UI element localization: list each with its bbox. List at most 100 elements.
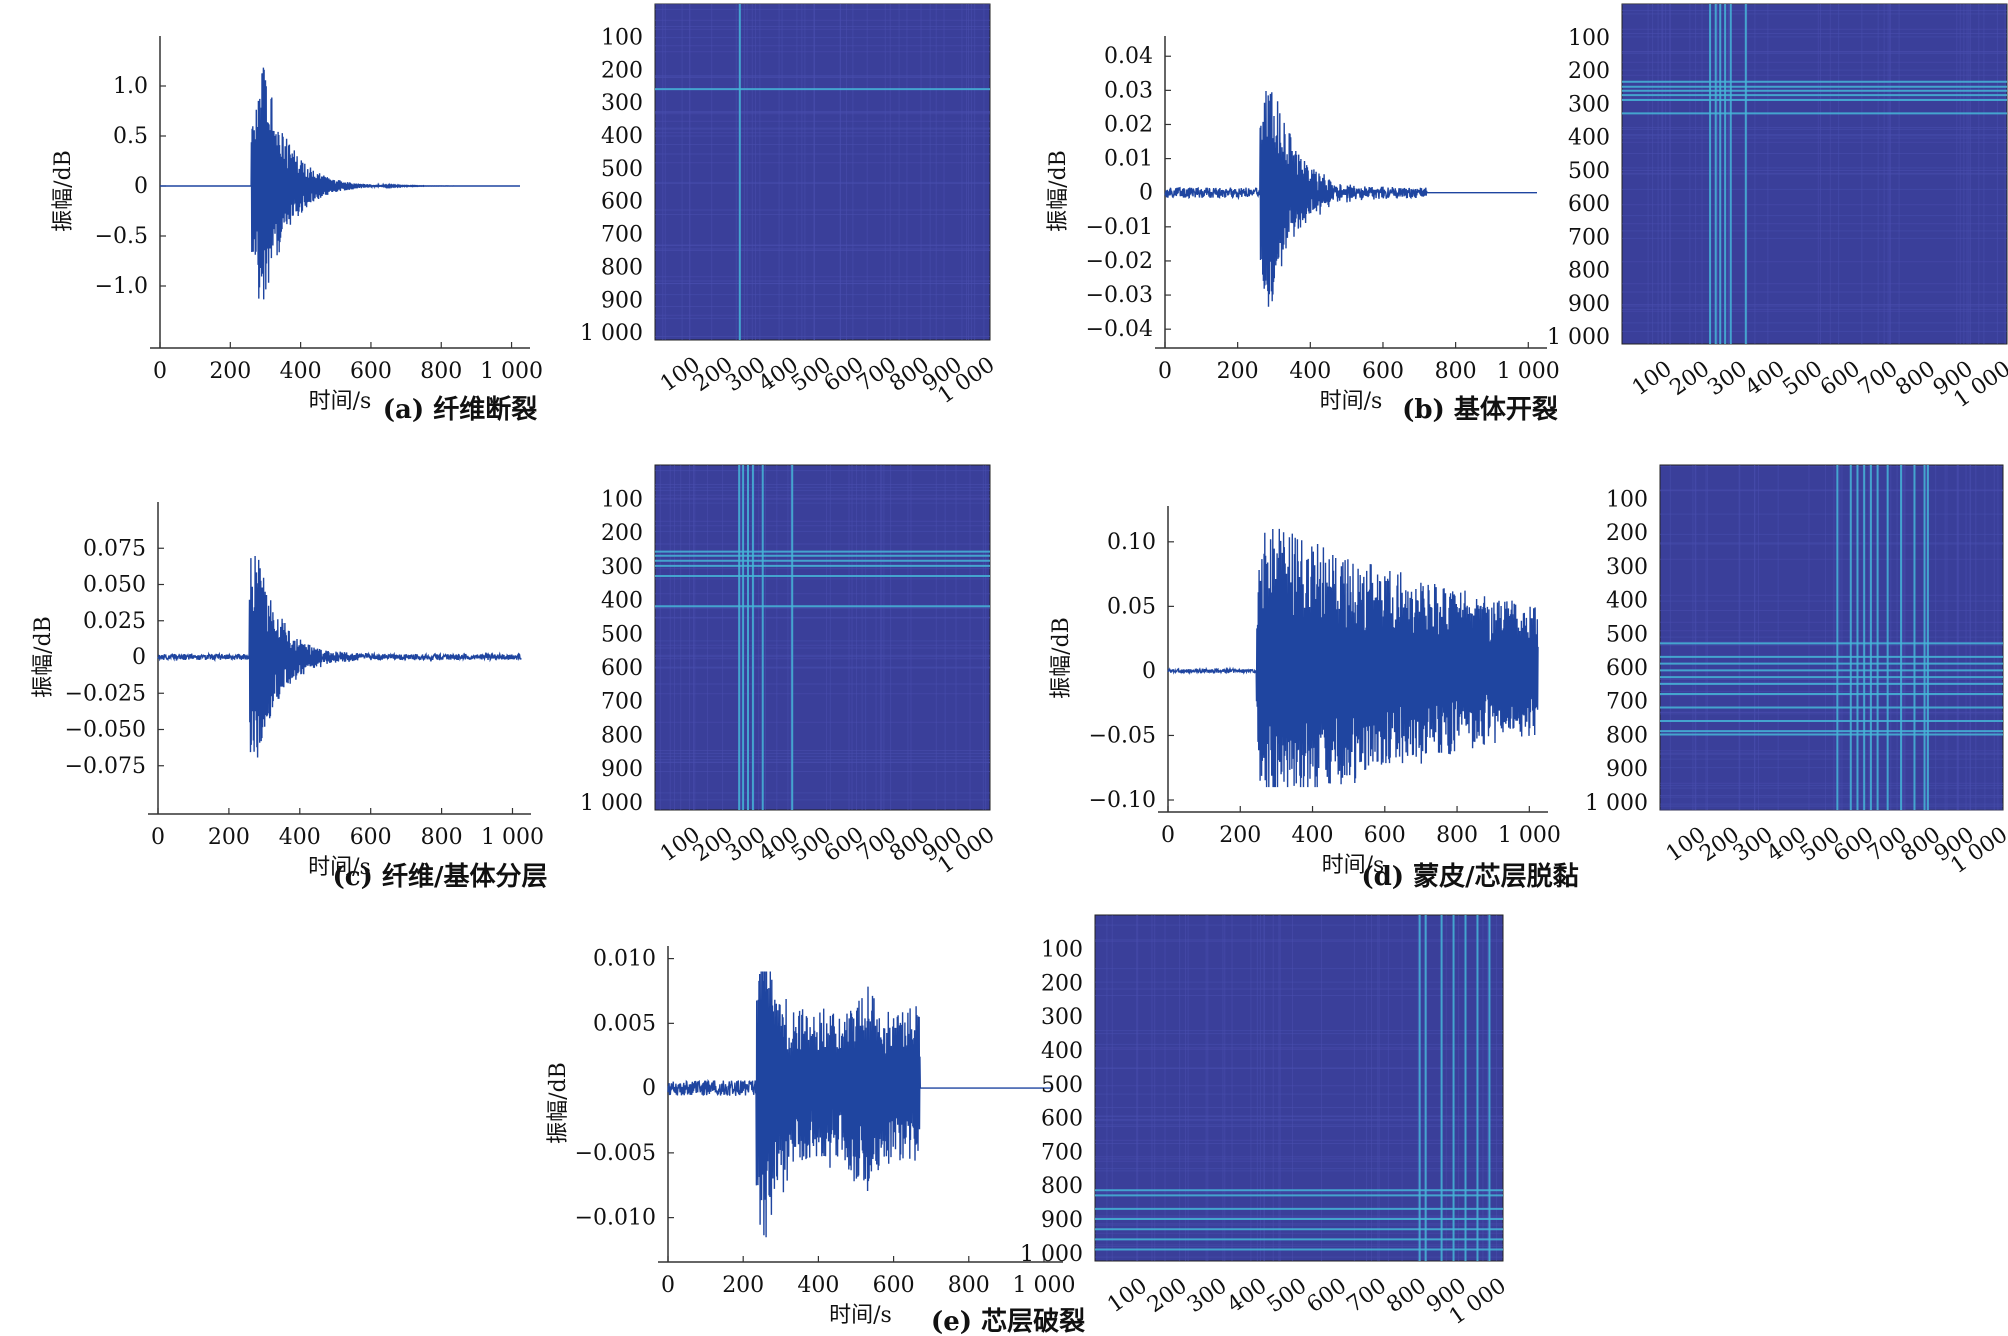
x-tick-label: 800 xyxy=(1435,359,1477,384)
y-tick-label: −0.05 xyxy=(1089,723,1156,748)
matrix-y-tick-label: 700 xyxy=(601,223,643,248)
x-tick-label: 0 xyxy=(1161,823,1175,848)
matrix-y-tick-label: 500 xyxy=(601,157,643,182)
matrix-y-tick-label: 900 xyxy=(601,288,643,313)
panel-caption: (e) 芯层破裂 xyxy=(931,1307,1085,1336)
panel-b: 0.040.030.020.010−0.01−0.02−0.03−0.040 20… xyxy=(1046,3,2008,425)
matrix-y-tick-label: 100 xyxy=(601,487,643,512)
matrix-y-tick-label: 400 xyxy=(601,124,643,149)
matrix-cell-area xyxy=(654,464,991,811)
y-tick-label: 0 xyxy=(1142,659,1156,684)
y-tick-label: −0.04 xyxy=(1086,317,1153,342)
y-tick-label: −0.075 xyxy=(65,754,146,779)
matrix-cell-area xyxy=(1094,914,1504,1262)
matrix-y-tick-label: 200 xyxy=(601,58,643,83)
y-tick-label: 0.02 xyxy=(1104,112,1153,137)
x-tick-label: 200 xyxy=(1217,359,1259,384)
y-tick-label: 0.03 xyxy=(1104,78,1153,103)
x-tick-label: 1 000 xyxy=(1498,823,1561,848)
matrix-y-tick-label: 1 000 xyxy=(1585,791,1648,816)
x-tick-label: 400 xyxy=(1289,359,1331,384)
x-tick-label: 0 xyxy=(151,825,165,850)
matrix-y-tick-label: 500 xyxy=(1606,622,1648,647)
x-tick-label: 800 xyxy=(420,359,462,384)
y-tick-label: 0 xyxy=(134,174,148,199)
matrix-y-tick-label: 500 xyxy=(1041,1073,1083,1098)
matrix-y-tick-label: 800 xyxy=(601,723,643,748)
y-tick-label: 0.05 xyxy=(1107,594,1156,619)
x-tick-label: 400 xyxy=(280,359,322,384)
panel-e: 0.010 0.005 0 −0.005 −0.010 0 200 400 600 800 1 00… xyxy=(546,914,1511,1336)
matrix-y-tick-label: 600 xyxy=(1041,1107,1083,1132)
matrix-y-tick-label: 100 xyxy=(1041,937,1083,962)
y-tick-label: −0.005 xyxy=(575,1141,656,1166)
matrix-y-tick-label: 1 000 xyxy=(1547,325,1610,350)
x-axis-label: 时间/s xyxy=(1320,389,1383,414)
panel-d: 0.100.050−0.05−0.100 200 400 600 800 1 000时间/… xyxy=(1049,464,2008,892)
waveform-line xyxy=(1167,528,1539,788)
y-tick-label: 0 xyxy=(1139,181,1153,206)
waveform-chart-a: 1.0 0.5 0 −0.5 −1.0 0 200 400 600 800 1 000 时间/s 振幅/… xyxy=(51,36,543,414)
waveform-chart-b: 0.040.030.020.010−0.01−0.02−0.03−0.040 20… xyxy=(1046,36,1560,414)
x-tick-label: 600 xyxy=(873,1273,915,1298)
y-tick-label: 0.075 xyxy=(83,536,146,561)
y-tick-label: 0.01 xyxy=(1104,147,1153,172)
matrix-y-tick-label: 200 xyxy=(1568,59,1610,84)
matrix-y-tick-label: 200 xyxy=(1606,521,1648,546)
panel-caption: (a) 纤维断裂 xyxy=(383,394,538,425)
waveform-chart-c: 0.075 0.050 0.025 0 −0.025 −0.050 −0.075 0 200 40… xyxy=(31,502,544,880)
matrix-y-tick-label: 300 xyxy=(1606,555,1648,580)
y-tick-label: 0 xyxy=(132,645,146,670)
x-tick-label: 400 xyxy=(797,1273,839,1298)
panel-caption: (d) 蒙皮/芯层脱黏 xyxy=(1361,862,1578,892)
y-axis-label: 振幅/dB xyxy=(1049,617,1074,699)
panel-c: 0.075 0.050 0.025 0 −0.025 −0.050 −0.075 0 200 40… xyxy=(31,464,1000,892)
y-tick-label: 0.10 xyxy=(1107,530,1156,555)
x-tick-label: 0 xyxy=(153,359,167,384)
matrix-y-tick-label: 300 xyxy=(601,91,643,116)
waveform-line xyxy=(157,555,522,758)
panel-caption: (b) 基体开裂 xyxy=(1402,395,1558,425)
x-axis-label: 时间/s xyxy=(1322,853,1385,878)
matrix-y-tick-label: 800 xyxy=(601,255,643,280)
x-tick-label: 0 xyxy=(1158,359,1172,384)
matrix-y-tick-label: 900 xyxy=(1606,757,1648,782)
matrix-y-tick-label: 1 000 xyxy=(580,321,643,346)
x-tick-label: 1 000 xyxy=(480,359,543,384)
matrix-y-tick-label: 800 xyxy=(1568,259,1610,284)
x-tick-label: 400 xyxy=(1292,823,1334,848)
x-axis-label: 时间/s xyxy=(308,855,371,880)
matrix-cell-area xyxy=(654,3,991,341)
matrix-y-tick-label: 600 xyxy=(601,656,643,681)
y-tick-label: 0.04 xyxy=(1104,44,1153,69)
matrix-y-tick-label: 400 xyxy=(1568,126,1610,151)
x-tick-label: 800 xyxy=(1436,823,1478,848)
matrix-y-tick-label: 900 xyxy=(601,757,643,782)
x-tick-label: 800 xyxy=(948,1273,990,1298)
y-tick-label: −0.01 xyxy=(1086,215,1153,240)
y-tick-label: −0.025 xyxy=(65,681,146,706)
x-axis-label: 时间/s xyxy=(309,389,372,414)
matrix-y-tick-label: 700 xyxy=(1606,690,1648,715)
matrix-y-tick-label: 1 000 xyxy=(1020,1242,1083,1267)
matrix-y-tick-label: 800 xyxy=(1606,723,1648,748)
x-axis-label: 时间/s xyxy=(829,1303,892,1328)
y-axis-label: 振幅/dB xyxy=(51,150,76,232)
matrix-y-tick-label: 500 xyxy=(1568,159,1610,184)
y-tick-label: 0 xyxy=(642,1076,656,1101)
matrix-y-tick-label: 200 xyxy=(1041,971,1083,996)
matrix-y-tick-label: 800 xyxy=(1041,1174,1083,1199)
y-tick-label: −0.03 xyxy=(1086,283,1153,308)
panel-a: 1.0 0.5 0 −0.5 −1.0 0 200 400 600 800 1 000 时间/s 振幅/… xyxy=(51,3,1000,425)
matrix-y-tick-label: 100 xyxy=(1568,26,1610,51)
y-tick-label: 0.5 xyxy=(113,124,148,149)
matrix-y-tick-label: 900 xyxy=(1041,1208,1083,1233)
waveform-chart-e: 0.010 0.005 0 −0.005 −0.010 0 200 400 600 800 1 00… xyxy=(546,946,1075,1328)
y-tick-label: −0.010 xyxy=(575,1206,656,1231)
x-tick-label: 400 xyxy=(279,825,321,850)
matrix-y-tick-label: 1 000 xyxy=(580,791,643,816)
